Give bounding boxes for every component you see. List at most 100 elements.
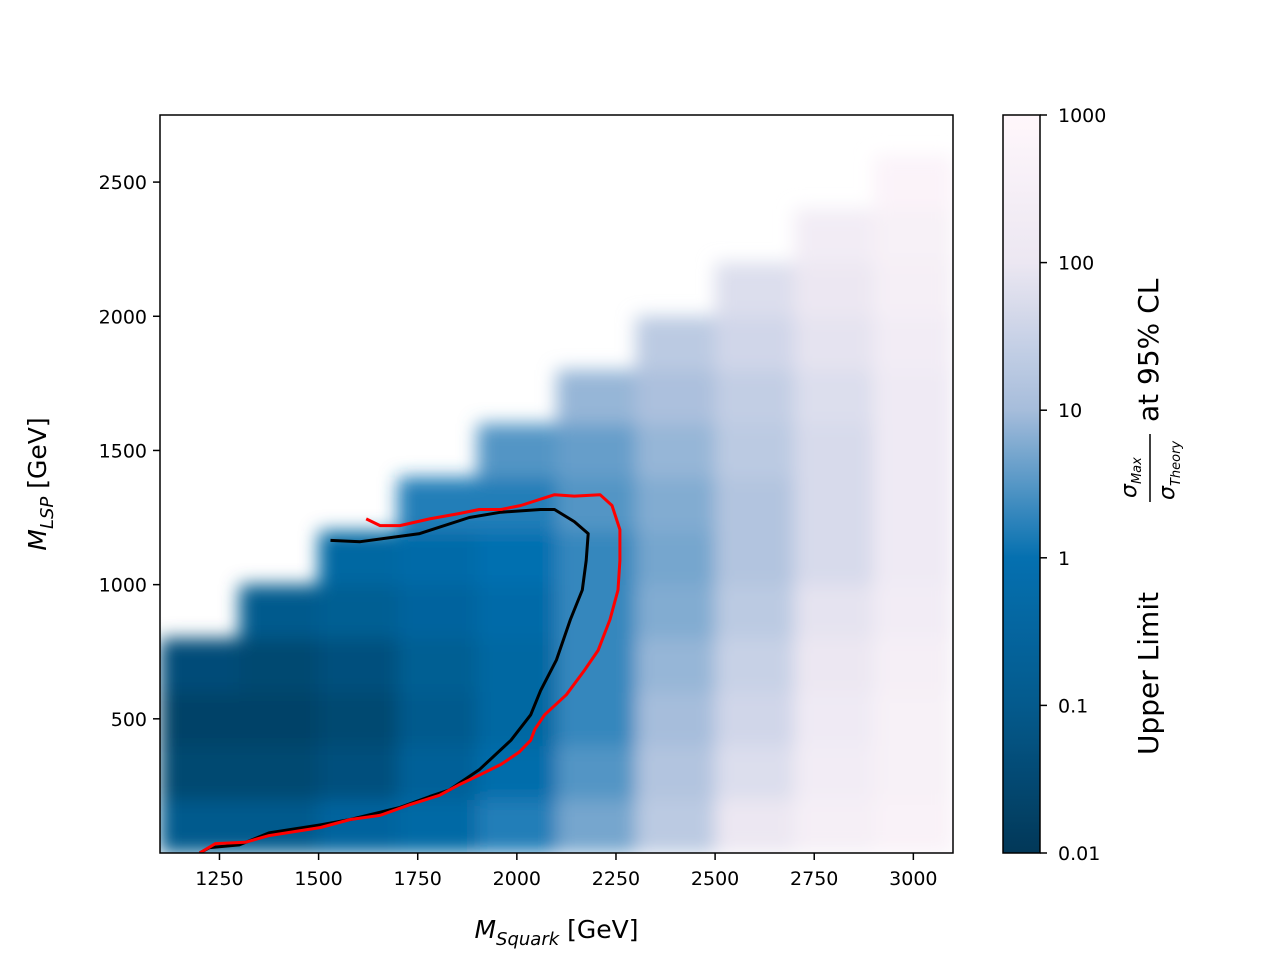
contour-line (198, 508, 590, 853)
heat-cell (873, 799, 953, 853)
heat-cell (397, 745, 478, 800)
heat-cell (239, 691, 320, 747)
x-tick-label: 2250 (592, 868, 640, 890)
heat-cell (477, 799, 557, 853)
heat-cell (873, 369, 953, 425)
heat-cell (794, 745, 875, 800)
heat-cell (556, 745, 637, 800)
contours (198, 493, 622, 853)
heat-cell (715, 369, 795, 425)
heat-cell (556, 477, 637, 532)
colorbar-label-after: at 95% CL (1132, 278, 1165, 422)
heat-cell (873, 262, 953, 317)
contour-line (198, 493, 622, 853)
x-tick-label: 1250 (195, 868, 243, 890)
heat-cell (160, 691, 240, 747)
heat-cell (873, 584, 953, 639)
heat-cell (873, 316, 953, 371)
heat-cell (873, 638, 953, 693)
heat-cell (715, 638, 795, 693)
x-tick-label: 2750 (790, 868, 838, 890)
x-tick-label: 2500 (691, 868, 739, 890)
heat-cell (477, 691, 557, 747)
heat-cell (715, 423, 795, 478)
heat-cell (715, 799, 795, 853)
y-tick-label: 1000 (99, 575, 147, 597)
heat-cell (160, 638, 240, 693)
fraction-denominator: σTheory (1155, 441, 1184, 500)
heat-cell (715, 316, 795, 371)
heat-cell (318, 691, 399, 747)
heat-cell (873, 423, 953, 478)
heat-cell (239, 584, 320, 639)
heat-cell (794, 691, 875, 747)
heat-cell (477, 423, 557, 478)
heat-cell (397, 799, 478, 853)
heat-cell (635, 584, 716, 639)
heat-cell (635, 530, 716, 586)
x-axis-label-symbol: M (474, 915, 496, 944)
heat-cell (635, 369, 716, 425)
heat-cell (794, 477, 875, 532)
axes: 1250 1500 1750 2000 2250 2500 2750 3000 500 1000 1… (23, 105, 1184, 950)
y-tick-label: 1500 (99, 440, 147, 462)
heat-cell (635, 316, 716, 371)
heat-cell (556, 530, 637, 586)
colorbar (1002, 114, 1041, 854)
heat-cell (715, 691, 795, 747)
heat-cell (794, 638, 875, 693)
colorbar-tick-label: 1000 (1058, 105, 1106, 127)
heat-cell (318, 584, 399, 639)
y-axis-label-symbol: M (23, 529, 52, 551)
colorbar-tick-label: 100 (1058, 253, 1094, 275)
heat-cell (715, 477, 795, 532)
heat-cell (794, 530, 875, 586)
heat-cell (477, 530, 557, 586)
heat-cell (397, 584, 478, 639)
heat-cell (715, 745, 795, 800)
heat-cell (873, 745, 953, 800)
numerator-sub: Max (1130, 457, 1145, 484)
heatmap (160, 155, 953, 853)
heat-cell (873, 208, 953, 264)
heat-cell (397, 638, 478, 693)
colorbar-tick-label: 0.01 (1058, 843, 1100, 865)
x-axis-label-sub: Squark (496, 929, 561, 950)
heat-cell (397, 691, 478, 747)
heat-cell (556, 799, 637, 853)
heat-cell (556, 638, 637, 693)
denominator-sub: Theory (1169, 441, 1184, 486)
x-tick-label: 2000 (493, 868, 541, 890)
heat-cell (873, 155, 953, 210)
heat-cell (873, 530, 953, 586)
y-tick-label: 500 (111, 709, 147, 731)
heat-cell (794, 799, 875, 853)
heat-cell (635, 799, 716, 853)
y-axis-label-unit: [GeV] (23, 417, 52, 488)
heat-cell (794, 208, 875, 264)
heat-cell (635, 745, 716, 800)
colorbar-label-before: Upper Limit (1132, 592, 1165, 755)
heat-cell (239, 745, 320, 800)
x-tick-label: 1750 (394, 868, 442, 890)
heat-cell (715, 262, 795, 317)
heat-cell (794, 316, 875, 371)
heat-cell (160, 745, 240, 800)
heat-cell (794, 262, 875, 317)
heat-cell (556, 369, 637, 425)
x-axis-label: MSquark [GeV] (474, 915, 638, 950)
heat-cell (239, 638, 320, 693)
heat-cell (318, 638, 399, 693)
heat-cell (556, 691, 637, 747)
heat-cell (873, 477, 953, 532)
y-axis-label-sub: LSP (37, 497, 58, 529)
heat-cell (794, 369, 875, 425)
heat-cell (477, 477, 557, 532)
heat-cell (873, 691, 953, 747)
heat-cell (318, 799, 399, 853)
heatmap-cells (160, 155, 953, 853)
heat-cell (715, 530, 795, 586)
x-tick-label: 3000 (889, 868, 937, 890)
